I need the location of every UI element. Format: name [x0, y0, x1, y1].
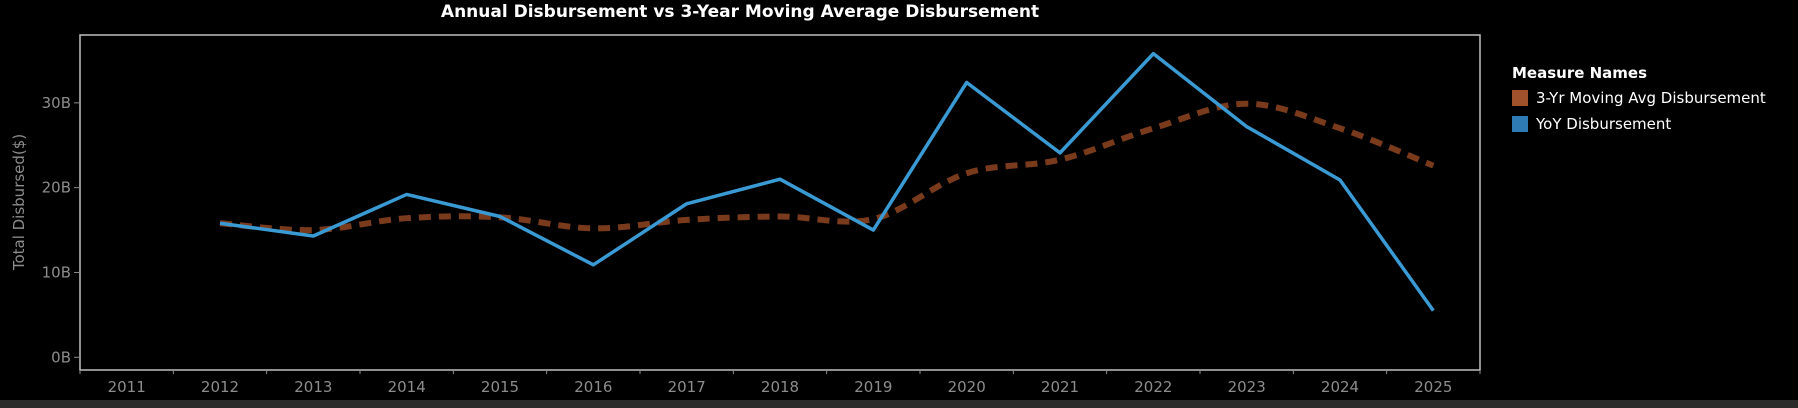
x-tick-label: 2022 [1134, 378, 1172, 396]
y-tick-label: 30B [42, 94, 71, 112]
y-tick-label: 20B [42, 179, 71, 197]
plot-frame [79, 34, 1481, 371]
chart-title: Annual Disbursement vs 3-Year Moving Ave… [440, 2, 1040, 22]
legend-swatch [1512, 90, 1528, 106]
y-tick-label: 0B [51, 348, 71, 366]
x-tick-label: 2019 [854, 378, 892, 396]
series-line-moving-avg [219, 100, 1435, 234]
x-tick-label: 2018 [761, 378, 799, 396]
legend-title: Measure Names [1512, 64, 1648, 82]
y-axis: 0B 10B 20B 30B [42, 94, 80, 366]
x-axis: 2011 2012 2013 2014 2015 2016 2017 2018 2019 2020… [79, 370, 1481, 396]
x-tick-label: 2013 [294, 378, 332, 396]
series-layer [219, 51, 1435, 312]
bottom-scroll-strip [0, 400, 1798, 408]
x-tick-label: 2021 [1041, 378, 1079, 396]
legend-items: 3-Yr Moving Avg Disbursement YoY Disburse… [1512, 89, 1766, 133]
x-tick-label: 2020 [948, 378, 986, 396]
x-tick-label: 2011 [108, 378, 146, 396]
legend: Measure Names 3-Yr Moving Avg Disburseme… [1512, 64, 1766, 141]
x-tick-label: 2012 [201, 378, 239, 396]
legend-label: YoY Disbursement [1536, 115, 1672, 133]
y-axis-label: Total Disbursed($) [10, 134, 28, 271]
x-tick-label: 2014 [388, 378, 426, 396]
x-tick-label: 2017 [668, 378, 706, 396]
legend-item[interactable]: 3-Yr Moving Avg Disbursement [1512, 89, 1766, 107]
y-tick-label: 10B [42, 263, 71, 281]
x-tick-label: 2025 [1414, 378, 1452, 396]
x-tick-label: 2015 [481, 378, 519, 396]
x-tick-label: 2024 [1321, 378, 1359, 396]
x-tick-label: 2023 [1228, 378, 1266, 396]
legend-swatch [1512, 116, 1528, 132]
legend-item[interactable]: YoY Disbursement [1512, 115, 1766, 133]
legend-label: 3-Yr Moving Avg Disbursement [1536, 89, 1766, 107]
x-tick-label: 2016 [574, 378, 612, 396]
series-line-yoy [219, 51, 1435, 312]
